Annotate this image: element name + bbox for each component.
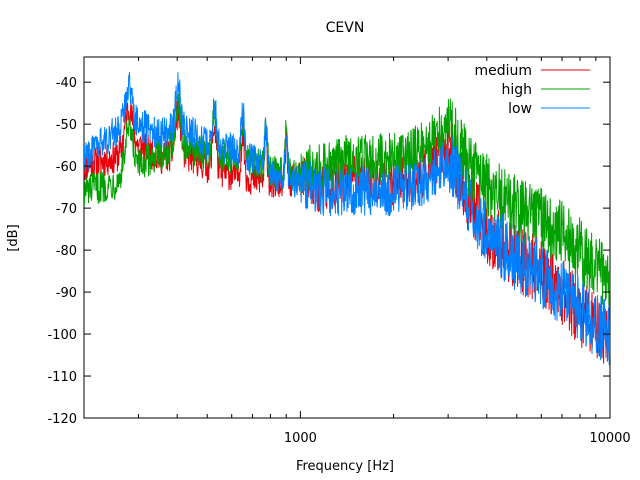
- y-tick-label: -90: [56, 286, 77, 301]
- plot-frame: [83, 56, 611, 419]
- legend-label-medium: medium: [474, 63, 532, 79]
- x-axis-label: Frequency [Hz]: [296, 459, 394, 474]
- y-tick-label: -50: [56, 118, 77, 133]
- x-tick-label: 1000: [284, 431, 317, 446]
- y-tick-label: -100: [47, 328, 77, 343]
- y-axis-label: [dB]: [6, 224, 21, 251]
- chart-title: CEVN: [326, 20, 365, 36]
- series-group: [84, 71, 610, 366]
- plot-border: [83, 56, 611, 419]
- legend: medium high low: [474, 63, 590, 117]
- y-tick-label: -70: [56, 202, 77, 217]
- legend-label-high: high: [501, 82, 532, 98]
- y-tick-label: -110: [47, 370, 77, 385]
- axes-group: -40 -50 -60 -70 -80 -90 -100 -110 -120 1000 10000: [47, 57, 631, 446]
- y-tick-label: -60: [56, 160, 77, 175]
- y-tick-label: -120: [47, 412, 77, 427]
- legend-label-low: low: [508, 101, 532, 117]
- series-line-low: [84, 71, 610, 366]
- x-tick-label: 10000: [589, 431, 630, 446]
- y-tick-label: -40: [56, 76, 77, 91]
- series-line-high: [84, 93, 610, 306]
- y-tick-label: -80: [56, 244, 77, 259]
